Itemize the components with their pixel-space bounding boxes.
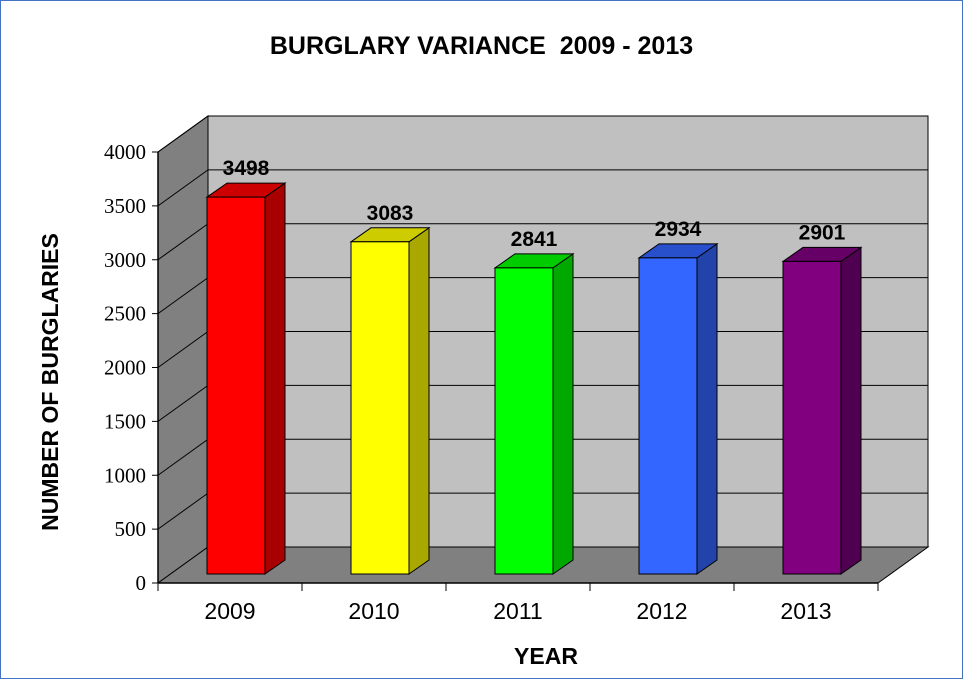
y-tick-label: 0	[136, 571, 147, 595]
x-tick-label: 2010	[348, 598, 399, 624]
bar-side	[696, 242, 718, 575]
y-tick-label: 1500	[104, 409, 146, 433]
y-tick-label: 2000	[104, 356, 146, 380]
gridline-side	[157, 223, 209, 261]
axes	[152, 151, 879, 591]
bar-side	[552, 252, 574, 575]
gridline-side	[157, 384, 209, 422]
bar-side	[264, 182, 286, 575]
bars	[205, 182, 863, 575]
chart-labels: 0 500 1000 1500 2000 2500 3000 3500 4000 3498 2009…	[104, 140, 846, 624]
bar-side	[408, 226, 430, 575]
x-tick-label: 2009	[204, 598, 255, 624]
bar-2013	[781, 246, 863, 575]
gridline-side	[157, 169, 209, 207]
y-tick-label: 3500	[104, 194, 146, 218]
data-label: 2934	[655, 218, 702, 241]
y-tick-label: 2500	[104, 302, 146, 326]
bar-side	[840, 246, 862, 575]
gridline-side	[157, 115, 209, 153]
gridline-side	[157, 438, 209, 476]
gridline-side	[157, 277, 209, 315]
chart-title: BURGLARY VARIANCE 2009 - 2013	[269, 32, 694, 60]
bar	[782, 260, 842, 575]
bar	[206, 196, 266, 575]
bar-2009	[205, 182, 287, 575]
x-tick-label: 2011	[493, 598, 542, 624]
y-axis-label: NUMBER OF BURGLARIES	[37, 233, 63, 531]
data-label: 3083	[367, 202, 414, 225]
bar-2012	[637, 242, 719, 575]
bar	[350, 241, 410, 575]
y-tick-label: 3000	[104, 248, 146, 272]
x-axis-label: YEAR	[514, 643, 578, 669]
bar	[494, 267, 554, 575]
bar-2011	[493, 252, 575, 575]
x-tick-label: 2012	[636, 598, 687, 624]
gridline-side	[157, 331, 209, 368]
bar	[638, 257, 698, 575]
y-tick-label: 500	[115, 517, 147, 541]
gridline-side	[157, 492, 209, 530]
y-tick-label: 1000	[104, 463, 146, 487]
x-tick-label: 2013	[780, 598, 831, 624]
y-tick-label: 4000	[104, 140, 146, 164]
bar-2010	[349, 226, 431, 575]
data-label: 2901	[799, 221, 846, 244]
data-label: 3498	[223, 157, 270, 180]
data-label: 2841	[511, 228, 558, 251]
